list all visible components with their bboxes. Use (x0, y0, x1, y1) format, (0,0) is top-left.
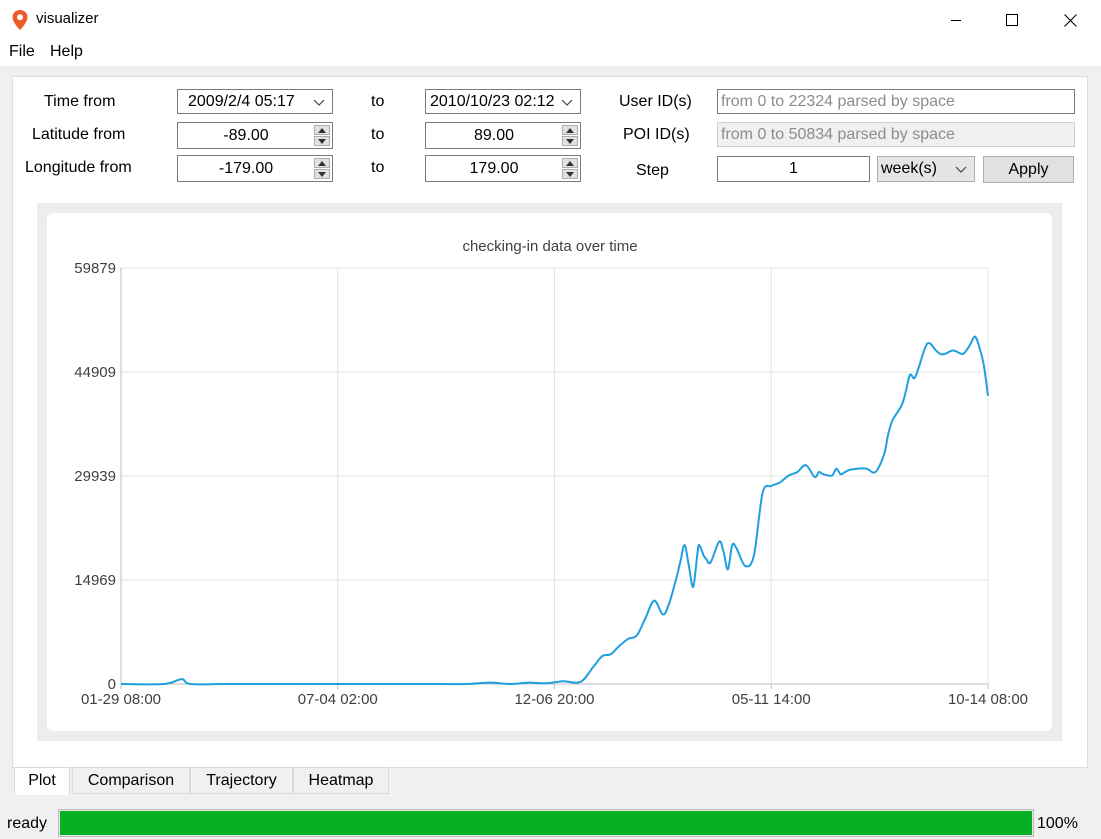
arrow-up-icon (566, 160, 574, 166)
arrow-down-icon (566, 138, 574, 144)
longitude-to-value: 179.00 (469, 160, 519, 177)
step-field[interactable] (718, 157, 869, 181)
latitude-from-label: Latitude from (32, 126, 126, 143)
location-pin-icon (12, 10, 28, 30)
time-to-label: to (371, 93, 385, 110)
time-from-value: 2009/2/4 05:17 (188, 93, 295, 110)
close-icon (1063, 13, 1077, 27)
y-tick-label: 44909 (74, 364, 116, 381)
user-ids-field[interactable] (718, 90, 1074, 113)
latitude-from-spinbox[interactable]: -89.00 (177, 122, 333, 149)
maximize-button[interactable] (983, 0, 1041, 40)
time-from-picker[interactable]: 2009/2/4 05:17 (177, 89, 333, 114)
close-button[interactable] (1041, 0, 1099, 40)
longitude-from-decrement[interactable] (314, 169, 330, 179)
maximize-icon (1006, 14, 1018, 26)
latitude-to-decrement[interactable] (562, 136, 578, 146)
arrow-down-icon (318, 171, 326, 177)
longitude-from-increment[interactable] (314, 158, 330, 168)
status-text: ready (7, 815, 48, 832)
step-label: Step (636, 162, 669, 179)
minimize-button[interactable] (927, 0, 985, 40)
latitude-from-decrement[interactable] (314, 136, 330, 146)
poi-ids-field (718, 123, 1074, 146)
longitude-to-decrement[interactable] (562, 169, 578, 179)
chevron-down-icon (313, 99, 325, 106)
longitude-from-label: Longitude from (25, 159, 132, 176)
time-from-label: Time from (44, 93, 116, 110)
y-tick-label: 29939 (74, 468, 116, 485)
latitude-from-value: -89.00 (223, 127, 269, 144)
menu-bar: File Help (0, 40, 1101, 66)
longitude-from-value: -179.00 (218, 160, 274, 177)
y-tick-label: 14969 (74, 572, 116, 589)
chevron-down-icon (955, 166, 967, 173)
menu-file[interactable]: File (9, 43, 35, 60)
poi-ids-label: POI ID(s) (623, 126, 690, 143)
time-to-value: 2010/10/23 02:12 (430, 93, 555, 110)
tab-plot[interactable]: Plot (14, 767, 70, 795)
chart-title: checking-in data over time (462, 238, 637, 255)
chevron-down-icon (561, 99, 573, 106)
x-tick-label: 07-04 02:00 (298, 691, 378, 708)
arrow-up-icon (566, 127, 574, 133)
progress-fill (60, 811, 1032, 835)
x-tick-label: 05-11 14:00 (732, 691, 811, 708)
menu-help[interactable]: Help (50, 43, 83, 60)
minimize-icon (951, 20, 961, 21)
checkin-series-line (120, 335, 989, 686)
longitude-to-spinbox[interactable]: 179.00 (425, 155, 581, 182)
tab-trajectory[interactable]: Trajectory (190, 767, 293, 794)
time-to-picker[interactable]: 2010/10/23 02:12 (425, 89, 581, 114)
longitude-to-increment[interactable] (562, 158, 578, 168)
step-input[interactable] (717, 156, 870, 182)
tab-comparison[interactable]: Comparison (72, 767, 190, 794)
y-tick-label: 0 (108, 676, 116, 693)
progress-bar (58, 809, 1034, 837)
arrow-up-icon (318, 160, 326, 166)
latitude-to-value: 89.00 (473, 127, 515, 144)
latitude-to-spinbox[interactable]: 89.00 (425, 122, 581, 149)
longitude-from-spinbox[interactable]: -179.00 (177, 155, 333, 182)
user-ids-label: User ID(s) (619, 93, 692, 110)
latitude-to-increment[interactable] (562, 125, 578, 135)
longitude-to-label: to (371, 159, 385, 176)
title-bar[interactable]: visualizer (0, 0, 1101, 40)
x-tick-label: 01-29 08:00 (81, 691, 161, 708)
step-unit-value: week(s) (881, 160, 938, 177)
arrow-up-icon (318, 127, 326, 133)
y-tick-label: 59879 (74, 260, 116, 277)
apply-button[interactable]: Apply (983, 156, 1074, 183)
chart-card (47, 213, 1052, 731)
x-tick-label: 12-06 20:00 (514, 691, 594, 708)
x-tick-label: 10-14 08:00 (948, 691, 1028, 708)
latitude-from-increment[interactable] (314, 125, 330, 135)
latitude-to-label: to (371, 126, 385, 143)
progress-percent: 100% (1037, 815, 1078, 832)
step-unit-select[interactable]: week(s) (877, 156, 975, 182)
window-title: visualizer (36, 10, 99, 27)
poi-ids-input (717, 122, 1075, 147)
arrow-down-icon (318, 138, 326, 144)
user-ids-input[interactable] (717, 89, 1075, 114)
tab-heatmap[interactable]: Heatmap (293, 767, 389, 794)
arrow-down-icon (566, 171, 574, 177)
